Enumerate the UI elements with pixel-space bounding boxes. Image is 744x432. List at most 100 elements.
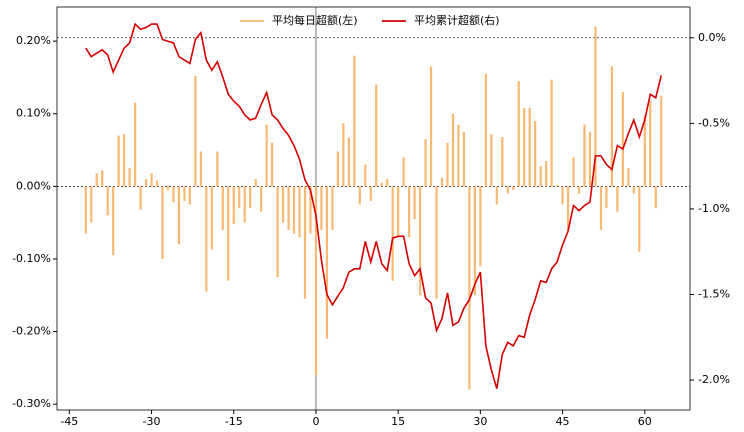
legend-label: 平均累计超额(右) — [414, 13, 500, 27]
bar — [347, 137, 350, 187]
bar — [216, 151, 219, 187]
bar — [561, 186, 564, 205]
bar — [451, 113, 455, 187]
x-tick-label: 45 — [556, 415, 570, 428]
bar — [194, 75, 197, 187]
bar — [490, 134, 493, 187]
y-tick-label: 0.20% — [16, 34, 51, 47]
bar — [271, 142, 274, 187]
bar — [512, 186, 515, 190]
bar — [556, 184, 559, 187]
bar — [605, 186, 608, 209]
bar — [408, 186, 411, 238]
bar — [424, 139, 427, 187]
bar — [457, 124, 460, 187]
bar — [358, 186, 361, 205]
bar — [616, 186, 619, 212]
bar — [484, 73, 487, 187]
bar — [265, 124, 268, 187]
bar — [309, 186, 312, 234]
bar — [210, 186, 213, 250]
bar — [336, 151, 339, 187]
bar — [320, 186, 323, 230]
bar — [298, 186, 301, 238]
bar — [90, 186, 93, 223]
bar — [583, 124, 586, 187]
y2-tick-label: -1.5% — [698, 287, 730, 300]
bar — [599, 186, 603, 230]
bar — [418, 186, 422, 296]
bar — [594, 26, 597, 187]
bar — [281, 186, 285, 223]
bar — [353, 55, 356, 187]
legend-label: 平均每日超额(左) — [272, 13, 358, 27]
x-tick-label: 0 — [312, 415, 319, 428]
plot-frame — [56, 6, 691, 411]
bar — [221, 186, 224, 230]
bar — [627, 168, 630, 187]
line — [85, 22, 663, 389]
bar — [523, 107, 526, 187]
bar — [643, 115, 646, 187]
y-tick-label: -0.10% — [12, 252, 51, 265]
bar — [331, 186, 334, 230]
bar — [227, 186, 230, 281]
bar — [654, 186, 657, 209]
bar — [325, 186, 329, 339]
bar — [473, 186, 476, 296]
x-tick-label: -30 — [143, 415, 161, 428]
y2-tick-label: -0.5% — [698, 116, 730, 129]
y2-tick-label: -1.0% — [698, 202, 730, 215]
bar — [566, 186, 570, 230]
bar — [172, 186, 175, 203]
bar — [506, 186, 509, 194]
bar — [276, 186, 279, 278]
bar — [528, 107, 531, 187]
bar — [314, 186, 318, 376]
bar — [199, 151, 202, 187]
bar — [150, 173, 153, 187]
x-tick-label: 60 — [638, 415, 652, 428]
bar — [397, 186, 400, 238]
bar — [128, 168, 131, 187]
bar — [134, 102, 137, 187]
bar — [435, 186, 438, 299]
bar — [161, 186, 164, 259]
bar — [621, 91, 624, 187]
bar — [501, 136, 504, 187]
x-tick-label: 30 — [473, 415, 487, 428]
bar — [391, 186, 394, 281]
y-tick-label: 0.00% — [16, 179, 51, 192]
bar — [429, 66, 433, 187]
x-tick-label: 15 — [391, 415, 405, 428]
y-tick-label: -0.20% — [12, 325, 51, 338]
bar — [517, 81, 520, 187]
bar — [375, 84, 378, 187]
bar — [84, 186, 87, 234]
bar — [249, 186, 252, 209]
bar — [577, 186, 581, 194]
bar — [117, 135, 120, 187]
bar — [462, 131, 466, 187]
y2-tick-label: 0.0% — [698, 31, 726, 44]
y2-tick-label: -2.0% — [698, 373, 730, 386]
bar — [95, 173, 98, 187]
bar — [232, 186, 235, 225]
bar — [380, 182, 383, 187]
bar — [155, 180, 159, 187]
bar — [260, 186, 263, 212]
bar — [188, 186, 191, 205]
bar — [402, 157, 405, 187]
bar — [123, 134, 126, 187]
bar — [495, 186, 498, 205]
bar — [660, 95, 663, 187]
bar — [413, 186, 416, 220]
bar — [364, 164, 367, 187]
bar — [588, 131, 592, 187]
y-tick-label: -0.30% — [12, 397, 51, 410]
bar — [144, 179, 148, 187]
bar — [440, 177, 444, 187]
bar — [386, 179, 389, 187]
bar — [632, 186, 635, 194]
